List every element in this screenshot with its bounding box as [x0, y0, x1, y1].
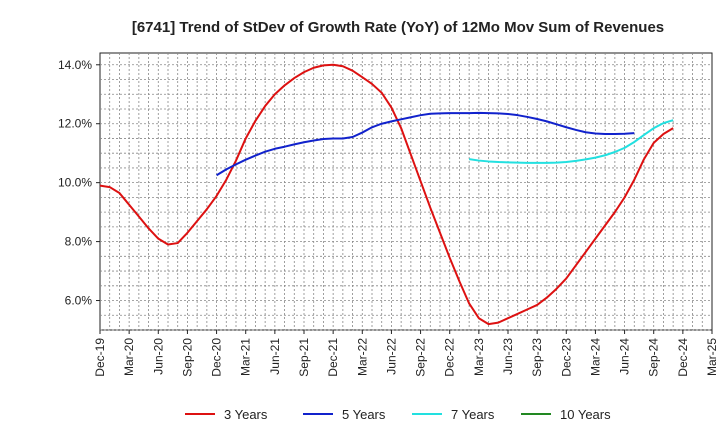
y-tick-label: 10.0%	[58, 176, 92, 190]
x-tick-label: Dec-19	[93, 338, 107, 377]
series-line-7-years	[468, 119, 674, 164]
series-line-3-years	[99, 63, 674, 326]
x-tick-label: Mar-25	[705, 338, 719, 376]
x-tick-label: Mar-21	[239, 338, 253, 376]
legend-label: 3 Years	[224, 407, 268, 422]
x-tick-label: Sep-21	[297, 338, 311, 377]
y-tick-label: 6.0%	[65, 294, 93, 308]
x-tick-label: Sep-20	[180, 338, 194, 377]
x-tick-label: Jun-20	[151, 338, 165, 375]
x-tick-label: Dec-23	[559, 338, 573, 377]
y-tick-label: 12.0%	[58, 117, 92, 131]
x-tick-label: Jun-23	[501, 338, 515, 375]
legend-label: 7 Years	[451, 407, 495, 422]
x-tick-label: Sep-24	[647, 338, 661, 377]
grid	[100, 53, 712, 331]
x-tick-label: Dec-21	[326, 338, 340, 377]
legend-label: 5 Years	[342, 407, 386, 422]
legend-label: 10 Years	[560, 407, 611, 422]
x-tick-label: Sep-23	[530, 338, 544, 377]
x-tick-label: Sep-22	[414, 338, 428, 377]
plot-area	[99, 52, 713, 331]
x-tick-label: Dec-22	[443, 338, 457, 377]
x-tick-label: Dec-24	[676, 338, 690, 377]
x-axis: Dec-19 Mar-20 Jun-20 Sep-20 Dec-20 Mar-21 Jun-…	[93, 330, 719, 377]
legend: 3 Years 5 Years 7 Years 10 Years	[185, 407, 611, 422]
x-tick-label: Mar-23	[472, 338, 486, 376]
y-tick-label: 14.0%	[58, 58, 92, 72]
x-tick-label: Mar-24	[588, 338, 602, 376]
y-tick-label: 8.0%	[65, 235, 93, 249]
series-line-5-years	[216, 111, 635, 177]
x-tick-label: Dec-20	[210, 338, 224, 377]
series-group	[99, 63, 674, 326]
y-axis: 6.0% 8.0% 10.0% 12.0% 14.0%	[58, 58, 100, 308]
x-tick-label: Mar-20	[122, 338, 136, 376]
x-tick-label: Jun-24	[618, 338, 632, 375]
x-tick-label: Mar-22	[355, 338, 369, 376]
chart-title: [6741] Trend of StDev of Growth Rate (Yo…	[132, 19, 664, 36]
x-tick-label: Jun-21	[268, 338, 282, 375]
x-tick-label: Jun-22	[384, 338, 398, 375]
